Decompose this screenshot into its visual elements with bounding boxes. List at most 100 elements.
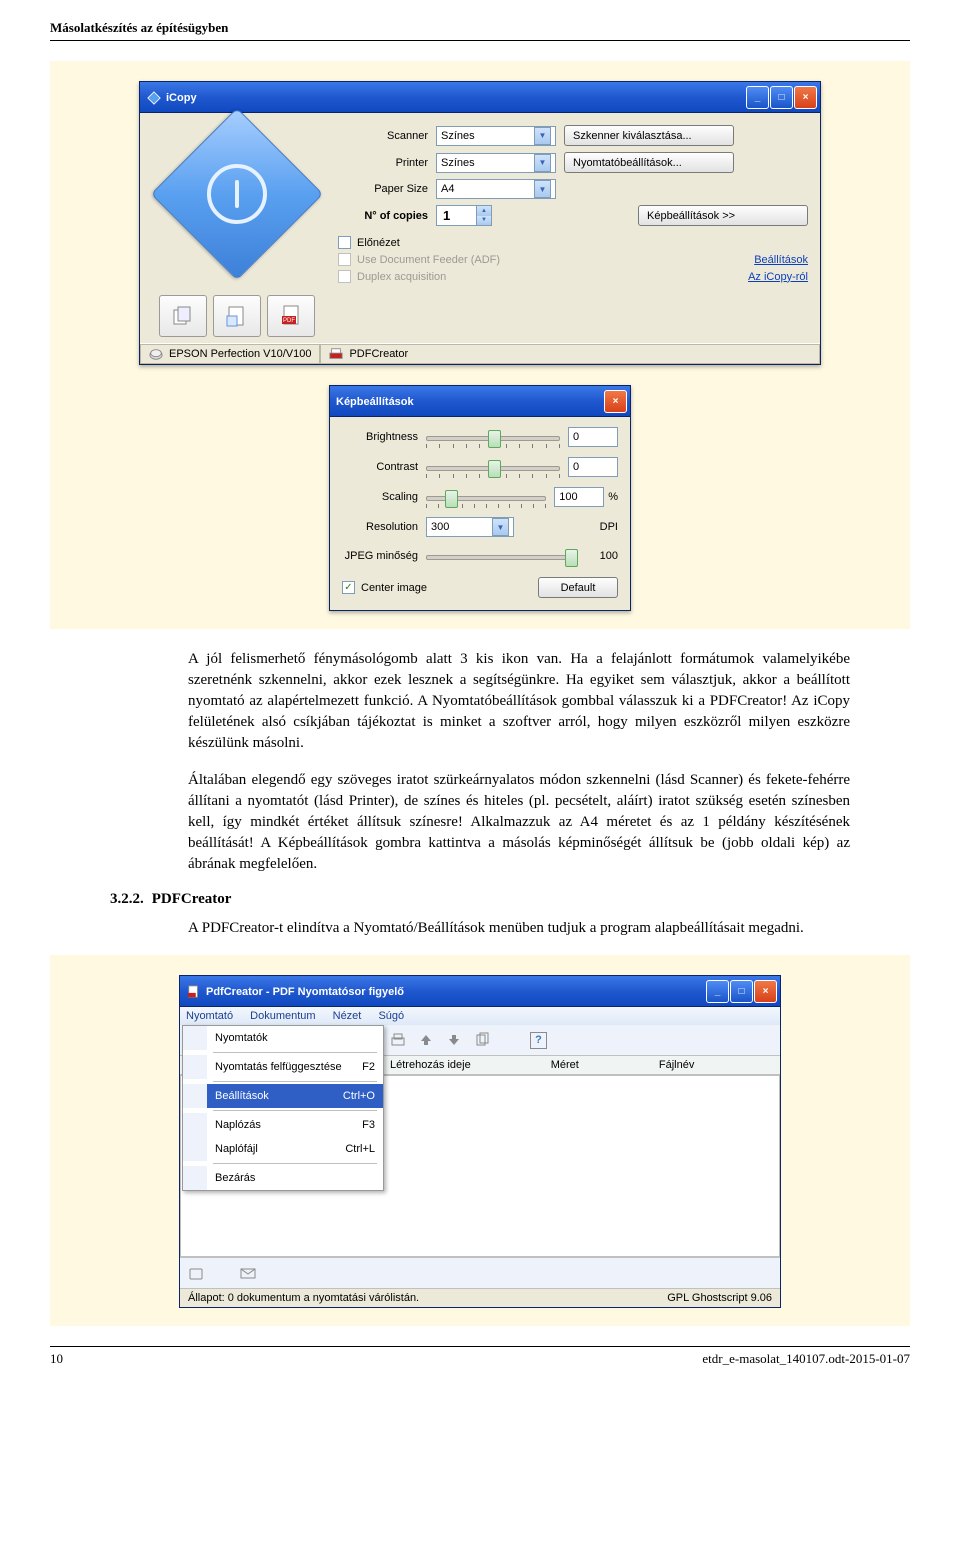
format-icon-1[interactable] [159, 295, 207, 337]
paragraph-3: A PDFCreator-t elindítva a Nyomtató/Beál… [188, 918, 850, 939]
paper-combo[interactable]: A4 ▼ [436, 179, 556, 199]
icopy-statusbar: EPSON Perfection V10/V100 PDFCreator [140, 343, 820, 364]
pdfcreator-window: PdfCreator - PDF Nyomtatósor figyelő _ □… [179, 975, 781, 1308]
nyomtato-dropdown: Nyomtatók Nyomtatás felfüggesztéseF2 Beá… [182, 1025, 384, 1191]
pdfcreator-title: PdfCreator - PDF Nyomtatósor figyelő [206, 986, 706, 998]
duplex-checkbox-label: Duplex acquisition [357, 271, 446, 283]
col-size[interactable]: Méret [551, 1059, 579, 1071]
help-icon[interactable]: ? [530, 1032, 547, 1049]
copies-spinner[interactable]: 1 ▲▼ [436, 205, 492, 226]
icopy-app-icon [146, 90, 162, 106]
close-button[interactable]: × [794, 86, 817, 109]
default-button[interactable]: Default [538, 577, 618, 598]
toolbar-mail-icon[interactable] [240, 1265, 256, 1281]
toolbar-up-icon[interactable] [418, 1032, 434, 1048]
section-title: PDFCreator [152, 891, 232, 907]
screenshot-panel-1: iCopy _ □ × [50, 61, 910, 629]
scanner-combo[interactable]: Színes ▼ [436, 126, 556, 146]
page-header: Másolatkészítés az építésügyben [50, 20, 910, 41]
maximize-button[interactable]: □ [730, 980, 753, 1003]
contrast-label: Contrast [342, 461, 426, 473]
minimize-button[interactable]: _ [706, 980, 729, 1003]
contrast-value[interactable]: 0 [568, 457, 618, 477]
resolution-combo[interactable]: 300 ▼ [426, 517, 514, 537]
resolution-label: Resolution [342, 521, 426, 533]
image-settings-titlebar: Képbeállítások × [330, 386, 630, 417]
svg-text:PDF: PDF [283, 318, 295, 324]
dd-item-logfile[interactable]: NaplófájlCtrl+L [183, 1137, 383, 1161]
scaling-value[interactable]: 100 [554, 487, 604, 507]
spinner-up-icon[interactable]: ▲ [476, 206, 491, 216]
printer-status-icon [329, 347, 343, 361]
contrast-slider[interactable] [426, 458, 560, 476]
brightness-slider[interactable] [426, 428, 560, 446]
scaling-slider[interactable] [426, 488, 546, 506]
icopy-window: iCopy _ □ × [139, 81, 821, 365]
dd-item-logging[interactable]: NaplózásF3 [183, 1113, 383, 1137]
preview-checkbox-label: Előnézet [357, 237, 400, 249]
chevron-down-icon: ▼ [534, 180, 551, 198]
chevron-down-icon: ▼ [534, 154, 551, 172]
copy-diamond-button[interactable] [151, 108, 324, 281]
adf-checkbox [338, 253, 351, 266]
icopy-titlebar: iCopy _ □ × [140, 82, 820, 113]
center-image-checkbox[interactable]: ✓ [342, 581, 355, 594]
jpeg-slider[interactable] [426, 547, 570, 565]
format-icon-pdf[interactable]: PDF [267, 295, 315, 337]
printer-combo[interactable]: Színes ▼ [436, 153, 556, 173]
dd-item-close[interactable]: Bezárás [183, 1166, 383, 1190]
status-scanner: EPSON Perfection V10/V100 [169, 348, 311, 360]
printer-label: Printer [336, 157, 436, 169]
brightness-label: Brightness [342, 431, 426, 443]
chevron-down-icon: ▼ [534, 127, 551, 145]
brightness-value[interactable]: 0 [568, 427, 618, 447]
duplex-checkbox [338, 270, 351, 283]
scaling-label: Scaling [342, 491, 426, 503]
paper-label: Paper Size [336, 183, 436, 195]
settings-link[interactable]: Beállítások [754, 254, 808, 266]
scanner-select-button[interactable]: Szkenner kiválasztása... [564, 125, 734, 146]
minimize-button[interactable]: _ [746, 86, 769, 109]
pdfcreator-app-icon [186, 984, 202, 1000]
center-image-label: Center image [361, 582, 427, 594]
menu-nyomtato[interactable]: Nyomtató [186, 1010, 233, 1022]
dd-item-settings[interactable]: BeállításokCtrl+O [183, 1084, 383, 1108]
menu-nezet[interactable]: Nézet [333, 1010, 362, 1022]
adf-checkbox-label: Use Document Feeder (ADF) [357, 254, 500, 266]
dd-item-suspend[interactable]: Nyomtatás felfüggesztéseF2 [183, 1055, 383, 1079]
menu-sugo[interactable]: Súgó [378, 1010, 404, 1022]
resolution-unit: DPI [600, 521, 618, 533]
scanner-status-icon [149, 347, 163, 361]
spinner-down-icon[interactable]: ▼ [476, 216, 491, 226]
image-settings-window: Képbeállítások × Brightness 0 Contrast [329, 385, 631, 611]
screenshot-panel-2: PdfCreator - PDF Nyomtatósor figyelő _ □… [50, 955, 910, 1326]
preview-checkbox[interactable] [338, 236, 351, 249]
scanner-label: Scanner [336, 130, 436, 142]
paragraph-1: A jól felismerhető fénymásológomb alatt … [188, 649, 850, 754]
page-number: 10 [50, 1351, 63, 1367]
toolbar-icon[interactable] [390, 1032, 406, 1048]
col-created[interactable]: Létrehozás ideje [390, 1059, 471, 1071]
status-ghostscript: GPL Ghostscript 9.06 [667, 1292, 772, 1304]
toolbar-copy-icon[interactable] [474, 1032, 490, 1048]
file-info: etdr_e-masolat_140107.odt-2015-01-07 [702, 1351, 910, 1367]
col-filename[interactable]: Fájlnév [659, 1059, 694, 1071]
maximize-button[interactable]: □ [770, 86, 793, 109]
status-printer: PDFCreator [349, 348, 408, 360]
format-icon-2[interactable] [213, 295, 261, 337]
section-heading: 3.2.2. PDFCreator [110, 891, 910, 908]
section-number: 3.2.2. [110, 891, 144, 907]
close-button[interactable]: × [604, 390, 627, 413]
scaling-unit: % [608, 491, 618, 503]
printer-settings-button[interactable]: Nyomtatóbeállítások... [564, 152, 734, 173]
image-settings-button[interactable]: Képbeállítások >> [638, 205, 808, 226]
about-link[interactable]: Az iCopy-ról [748, 271, 808, 283]
pdfcreator-menubar: Nyomtató Dokumentum Nézet Súgó [180, 1007, 780, 1025]
toolbar-down-icon[interactable] [446, 1032, 462, 1048]
pdfcreator-statusbar: Állapot: 0 dokumentum a nyomtatási váról… [180, 1288, 780, 1307]
menu-dokumentum[interactable]: Dokumentum [250, 1010, 315, 1022]
close-button[interactable]: × [754, 980, 777, 1003]
toolbar-icon-2[interactable] [188, 1265, 204, 1281]
pdfcreator-titlebar: PdfCreator - PDF Nyomtatósor figyelő _ □… [180, 976, 780, 1007]
dd-item-printers[interactable]: Nyomtatók [183, 1026, 383, 1050]
